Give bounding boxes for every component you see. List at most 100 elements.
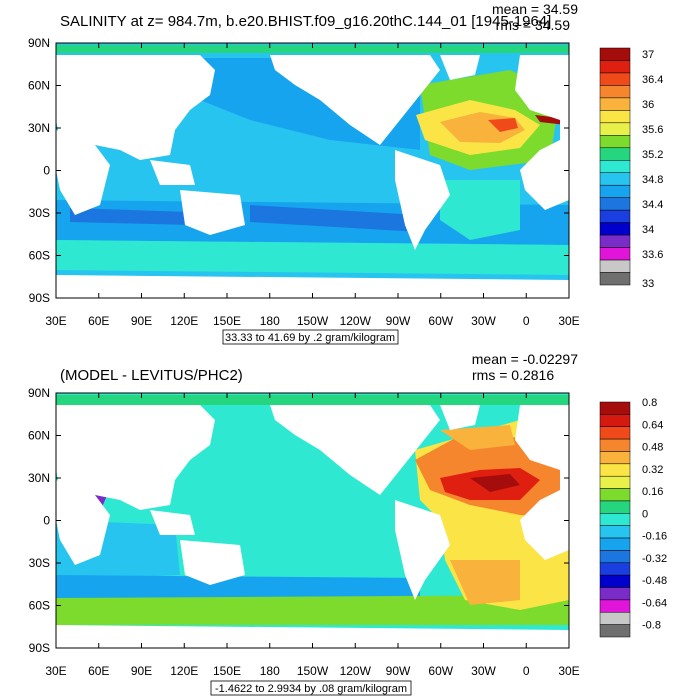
colorbar-label: 34.4 xyxy=(642,199,663,211)
y-tick-label: 0 xyxy=(43,514,50,528)
x-tick-label: 60W xyxy=(428,664,453,678)
colorbar-swatch xyxy=(599,234,631,248)
colorbar-label: 35.2 xyxy=(642,149,663,161)
panel1-south-atlantic xyxy=(440,180,520,240)
x-tick-label: 150E xyxy=(213,664,241,678)
colorbar-swatch xyxy=(599,272,631,286)
x-tick-label: 30W xyxy=(471,664,496,678)
colorbar-swatch xyxy=(599,438,631,452)
panel2-range-note: -1.4622 to 2.9934 by .08 gram/kilogram xyxy=(215,683,407,695)
colorbar-swatch xyxy=(599,247,631,261)
panel1-y-ticks: 90N 60N 30N 0 30S 60S 90S xyxy=(28,36,569,305)
panel1-rms: rms = 34.59 xyxy=(496,17,571,33)
panel2-range-box xyxy=(210,680,412,696)
x-tick-label: 120E xyxy=(170,314,198,328)
panel1-colorbar: 37 36.4 36 35.6 35.2 34.8 34.4 34 33.6 33 xyxy=(599,47,663,290)
colorbar-label: -0.64 xyxy=(642,597,667,609)
colorbar-swatch xyxy=(599,147,631,161)
panel1-land xyxy=(56,55,569,298)
colorbar-swatch xyxy=(599,184,631,198)
panel1-arctic-band xyxy=(56,45,569,53)
colorbar-swatch xyxy=(599,500,631,514)
panel1-x-ticks: 30E 60E 90E 120E 150E 180 150W 120W 90W 60W 30W 0 30… xyxy=(45,43,580,328)
colorbar-swatch xyxy=(599,624,631,638)
y-tick-label: 90S xyxy=(29,291,50,305)
colorbar-label: -0.48 xyxy=(642,575,667,587)
x-tick-label: 30E xyxy=(45,664,66,678)
colorbar-swatch xyxy=(599,197,631,211)
y-tick-label: 90S xyxy=(29,641,50,655)
x-tick-label: 150W xyxy=(297,664,329,678)
panel2-x-ticks: 30E 60E 90E 120E 150E 180 150W 120W 90W 60W 30W 0 30… xyxy=(45,393,580,678)
x-tick-label: 30E xyxy=(558,314,579,328)
colorbar-swatch xyxy=(599,414,631,427)
colorbar-swatch xyxy=(599,401,631,415)
panel1-mediterranean xyxy=(535,115,566,125)
panel2-atlantic-dark-red xyxy=(470,474,520,492)
panel1-southern-deep xyxy=(70,208,190,225)
colorbar-swatch xyxy=(599,550,631,564)
colorbar-label: 0.32 xyxy=(642,464,663,476)
colorbar-swatch xyxy=(599,122,631,136)
colorbar-label: 0.64 xyxy=(642,419,663,431)
colorbar-label: 0.8 xyxy=(642,397,657,409)
x-tick-label: 60E xyxy=(88,314,109,328)
y-tick-label: 60N xyxy=(28,79,50,93)
colorbar-swatch xyxy=(599,259,631,273)
panel1-mean: mean = 34.59 xyxy=(492,1,578,17)
x-tick-label: 30W xyxy=(471,314,496,328)
colorbar-swatch xyxy=(599,574,631,588)
colorbar-swatch xyxy=(599,47,631,61)
colorbar-label: 36.4 xyxy=(642,74,663,86)
x-tick-label: 90W xyxy=(386,314,411,328)
y-tick-label: 90N xyxy=(28,36,50,50)
colorbar-swatch xyxy=(599,562,631,576)
colorbar-swatch xyxy=(599,160,631,173)
x-tick-label: 30E xyxy=(45,314,66,328)
y-tick-label: 0 xyxy=(43,164,50,178)
panel2-map xyxy=(56,393,569,648)
x-tick-label: 0 xyxy=(523,664,530,678)
panel2-north-atlantic xyxy=(440,425,515,450)
panel2-south-atlantic xyxy=(450,560,520,605)
colorbar-label: -0.32 xyxy=(642,553,667,565)
colorbar-label: 34 xyxy=(642,224,654,236)
colorbar-swatch xyxy=(599,172,631,186)
difference-panel: (MODEL - LEVITUS/PHC2) mean = -0.02297 r… xyxy=(28,351,667,696)
y-tick-label: 30N xyxy=(28,471,50,485)
x-tick-label: 0 xyxy=(523,314,530,328)
x-tick-label: 120W xyxy=(340,314,372,328)
y-tick-label: 30S xyxy=(29,556,50,570)
x-tick-label: 120E xyxy=(170,664,198,678)
panel2-y-ticks: 90N 60N 30N 0 30S 60S 90S xyxy=(28,386,569,655)
panel2-southern-band xyxy=(56,575,420,600)
colorbar-label: 33 xyxy=(642,278,654,290)
colorbar-label: 0.48 xyxy=(642,442,663,454)
x-tick-label: 90W xyxy=(386,664,411,678)
y-tick-label: 90N xyxy=(28,386,50,400)
x-tick-label: 30E xyxy=(558,664,579,678)
colorbar-swatch xyxy=(599,97,631,111)
panel1-title: SALINITY at z= 984.7m, b.e20.BHIST.f09_g… xyxy=(60,13,551,30)
panel2-mean: mean = -0.02297 xyxy=(472,351,578,367)
panel1-southern-deep-2 xyxy=(250,205,420,232)
colorbar-swatch xyxy=(599,463,631,477)
colorbar-label: -0.16 xyxy=(642,531,667,543)
x-tick-label: 180 xyxy=(260,314,280,328)
x-tick-label: 60E xyxy=(88,664,109,678)
colorbar-label: -0.8 xyxy=(642,620,661,632)
colorbar-label: 0 xyxy=(642,508,648,520)
colorbar-label: 34.8 xyxy=(642,174,663,186)
x-tick-label: 60W xyxy=(428,314,453,328)
colorbar-swatch xyxy=(599,209,631,223)
y-tick-label: 30S xyxy=(29,206,50,220)
panel2-arctic-band xyxy=(56,395,569,405)
y-tick-label: 60S xyxy=(29,599,50,613)
x-tick-label: 150E xyxy=(213,314,241,328)
colorbar-swatch xyxy=(599,85,631,99)
x-tick-label: 90E xyxy=(131,664,152,678)
panel2-title: (MODEL - LEVITUS/PHC2) xyxy=(60,367,243,384)
colorbar-label: 0.16 xyxy=(642,486,663,498)
colorbar-swatch xyxy=(599,599,631,613)
salinity-panel: SALINITY at z= 984.7m, b.e20.BHIST.f09_g… xyxy=(28,1,663,345)
